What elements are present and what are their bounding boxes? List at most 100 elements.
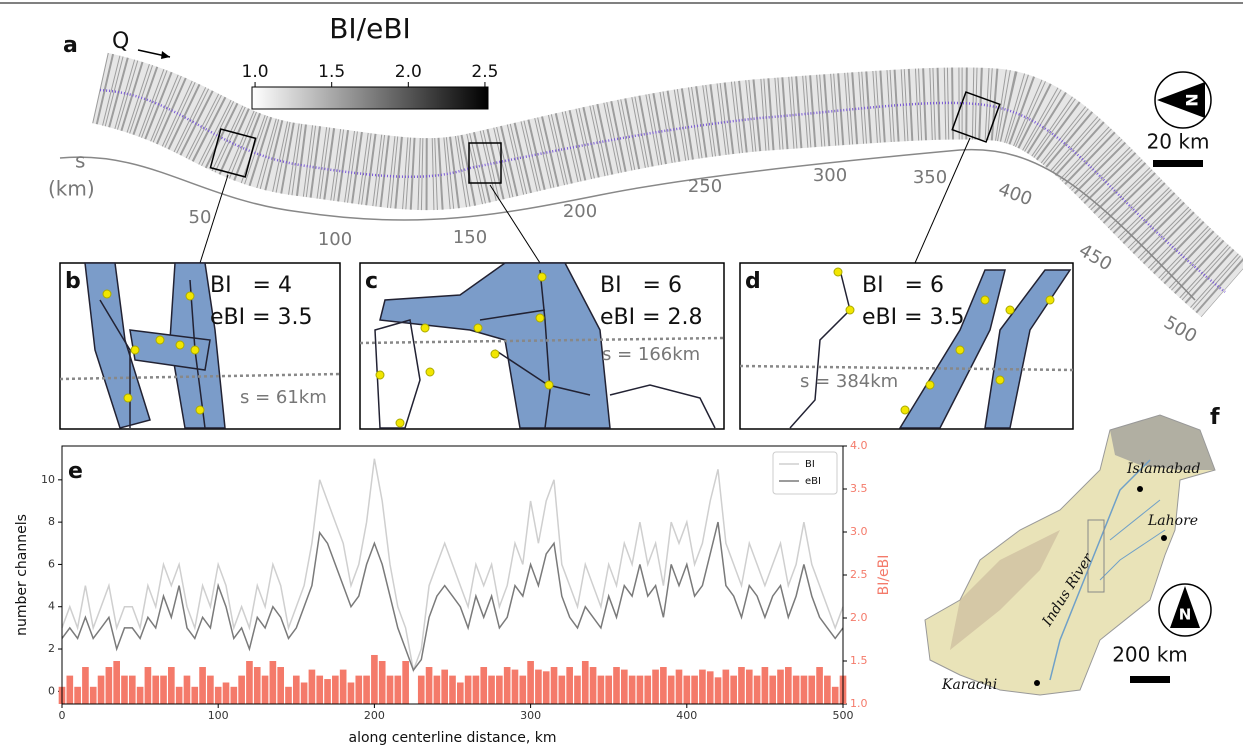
y-axis-label: number channels (14, 514, 30, 636)
bar (90, 687, 97, 704)
bar (332, 676, 339, 704)
bar (137, 687, 144, 704)
flow-arrow-head (161, 51, 170, 59)
bar (644, 676, 651, 704)
colorbar-title: BI/eBI (329, 12, 411, 45)
s-tick-label: 200 (563, 201, 597, 222)
compass: N (1155, 72, 1211, 128)
s-label: s (75, 149, 85, 173)
bar (207, 676, 214, 704)
bar (355, 676, 362, 704)
figure: a Q BI/eBI s (km) N 20 km (0, 0, 1243, 749)
city-label: Lahore (1147, 513, 1198, 529)
bar (270, 661, 277, 704)
plot-frame (62, 446, 843, 704)
bar (434, 676, 441, 704)
bar (246, 661, 253, 704)
bar (473, 676, 480, 704)
bar (496, 676, 503, 704)
s-tick-label: 250 (688, 176, 722, 197)
bar (551, 667, 558, 704)
y2-tick-label: 1.5 (850, 654, 868, 667)
bar (613, 667, 620, 704)
bar (691, 676, 698, 704)
bar (566, 667, 573, 704)
y2-tick-label: 3.5 (850, 482, 868, 495)
bar (543, 671, 550, 704)
bar (418, 676, 425, 704)
bar (316, 676, 323, 704)
bar (324, 679, 331, 704)
colorbar (252, 87, 488, 109)
bar (808, 676, 815, 704)
bar (395, 676, 402, 704)
x-tick-label: 500 (833, 709, 854, 722)
bar (106, 667, 113, 704)
bar (504, 667, 511, 704)
x-tick-label: 200 (364, 709, 385, 722)
bar (816, 667, 823, 704)
bar (238, 676, 245, 704)
bar (449, 676, 456, 704)
city-label: Islamabad (1126, 461, 1200, 477)
bar (480, 667, 487, 704)
legend-label: eBI (805, 476, 821, 487)
y2-tick-label: 1.0 (850, 697, 868, 710)
bar (801, 676, 808, 704)
y-tick-label: 8 (48, 515, 55, 528)
bar (199, 667, 206, 704)
bar (160, 676, 167, 704)
bar (582, 661, 589, 704)
bar (152, 676, 159, 704)
bar (683, 676, 690, 704)
bar (301, 683, 308, 705)
panel-label: f (1210, 405, 1220, 430)
bar (785, 667, 792, 704)
bar (637, 676, 644, 704)
bar (262, 676, 269, 704)
s-tick-label: 400 (995, 179, 1034, 210)
line (62, 459, 843, 671)
y2-tick-label: 4.0 (850, 439, 868, 452)
flow-label: Q (112, 29, 129, 54)
bar (738, 667, 745, 704)
bar (121, 676, 128, 704)
bar (285, 687, 292, 704)
bar (629, 676, 636, 704)
bar (512, 670, 519, 704)
s-tick-label: 500 (1160, 312, 1200, 347)
bar (793, 676, 800, 704)
bar (730, 676, 737, 704)
y-tick-label: 0 (48, 684, 55, 697)
bar (441, 670, 448, 704)
bar (363, 676, 370, 704)
bar (605, 676, 612, 704)
bar (652, 670, 659, 704)
bar (590, 667, 597, 704)
bar (777, 670, 784, 704)
bar (82, 667, 89, 704)
bar (371, 655, 378, 704)
bar (168, 667, 175, 704)
panel-label: e (68, 459, 83, 484)
s-tick-label: 300 (813, 165, 847, 186)
bar (707, 671, 714, 704)
bar (699, 670, 706, 704)
ebi-label: eBI = 3.5 (210, 305, 313, 330)
y2-tick-label: 3.0 (850, 525, 868, 538)
bar (527, 661, 534, 704)
bar (129, 676, 136, 704)
bar (402, 661, 409, 704)
panel-label: a (63, 33, 78, 58)
s-position: s = 61km (240, 387, 327, 408)
bar (176, 687, 183, 704)
x-tick-label: 100 (208, 709, 229, 722)
x-axis-label: along centerline distance, km (349, 730, 557, 746)
bar (98, 676, 105, 704)
bar (66, 676, 73, 704)
bar (184, 676, 191, 704)
y-tick-label: 4 (48, 600, 55, 613)
bar (676, 670, 683, 704)
bi-label: BI = 4 (210, 273, 292, 298)
bar (519, 676, 526, 704)
